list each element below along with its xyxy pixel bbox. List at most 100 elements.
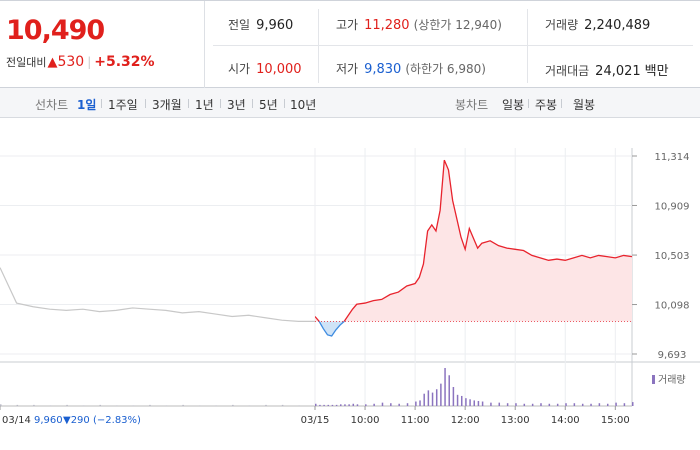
- volume-bar: [398, 403, 400, 406]
- volume-bar: [99, 404, 101, 406]
- high-stat: 고가 11,280 (상한가 12,940): [336, 16, 502, 33]
- volume-bar: [440, 383, 442, 406]
- volume-bar: [415, 401, 417, 406]
- stat-divider: [527, 9, 528, 83]
- volume-bar: [606, 403, 609, 406]
- x-tick-label: 03/15: [301, 415, 330, 426]
- volume-bar: [423, 393, 425, 406]
- current-price: 10,490: [6, 15, 105, 46]
- period-1y[interactable]: 1년: [195, 98, 214, 112]
- high-value: 11,280: [364, 18, 410, 33]
- amount-label: 거래대금: [545, 64, 590, 78]
- today-line-up: [315, 159, 633, 322]
- candle-daily[interactable]: 일봉: [502, 98, 525, 112]
- y-tick-label: 11,314: [655, 152, 690, 163]
- volume-bar: [460, 395, 463, 406]
- footer-close: 9,960: [34, 415, 63, 426]
- x-tick-label: 03/14: [2, 415, 31, 426]
- x-tick-label: 15:00: [601, 415, 630, 426]
- volume-bar: [481, 401, 484, 406]
- x-axis: 03/14 03/15 10:00 11:00 12:00 13:00 14:00 15:00: [0, 406, 630, 426]
- period-divider: [145, 99, 146, 108]
- volume-bar: [615, 402, 617, 406]
- volume-legend-label: 거래량: [658, 374, 686, 386]
- y-tick-label: 10,909: [655, 201, 690, 212]
- volume-bar: [198, 405, 201, 406]
- volume-bar: [33, 404, 35, 406]
- volume-bar: [281, 404, 284, 406]
- volume-bar: [565, 403, 567, 406]
- volume-bar: [473, 400, 475, 406]
- amount-stat: 거래대금 24,021 백만: [545, 60, 669, 79]
- candle-monthly[interactable]: 월봉: [573, 98, 596, 112]
- volume-bar: [523, 403, 526, 406]
- y-tick-label: 9,693: [658, 350, 687, 361]
- volume-bar: [132, 405, 135, 406]
- volume-bar: [623, 403, 626, 406]
- current-price-box: 10,490 전일대비▲530 | +5.32%: [0, 1, 205, 89]
- volume-bar: [315, 403, 317, 406]
- y-tick-label: 10,098: [655, 301, 690, 312]
- period-divider: [220, 99, 221, 108]
- volume-bar: [498, 402, 501, 406]
- up-arrow-icon: ▲: [47, 55, 58, 70]
- x-tick-label: 10:00: [351, 415, 380, 426]
- volume-bar: [16, 404, 19, 406]
- volume-bar: [165, 405, 168, 406]
- volume-bar: [590, 403, 592, 406]
- footer-percent: (−2.83%): [93, 415, 141, 426]
- price-summary: 10,490 전일대비▲530 | +5.32% 전일 9,960 고가 11,280(…: [0, 0, 700, 89]
- volume-stat: 거래량 2,240,489: [545, 16, 650, 33]
- volume-bar: [149, 404, 151, 406]
- candle-weekly[interactable]: 주봉: [535, 98, 558, 112]
- volume-bar: [581, 403, 584, 406]
- y-tick-label: 10,503: [655, 251, 690, 262]
- up-area: [315, 160, 632, 322]
- volume-bar: [248, 405, 251, 406]
- volume-bar: [319, 404, 321, 406]
- volume-bar: [0, 404, 2, 406]
- volume-bar: [265, 404, 267, 406]
- period-divider: [101, 99, 102, 108]
- change-row: 전일대비▲530 | +5.32%: [6, 54, 155, 70]
- volume-bar: [435, 389, 438, 406]
- volume-bar: [515, 403, 517, 406]
- volume-bar: [232, 404, 234, 406]
- low-value: 9,830: [364, 62, 402, 77]
- volume-bar: [390, 403, 392, 406]
- y-axis: 11,314 10,909 10,503 10,098 9,693: [632, 152, 690, 361]
- volume-bar: [340, 404, 342, 406]
- open-label: 시가: [228, 62, 251, 76]
- period-divider: [252, 99, 253, 108]
- volume-bar: [331, 404, 334, 406]
- volume-bar: [490, 402, 492, 406]
- volume-bar: [335, 404, 338, 406]
- volume-bar: [456, 394, 459, 406]
- volume-bar: [323, 404, 325, 406]
- prev-close-value: 9,960: [256, 18, 294, 33]
- volume-bar: [452, 387, 455, 406]
- row-divider: [213, 45, 693, 46]
- volume-bars: 거래량: [0, 368, 686, 406]
- volume-bar: [381, 402, 384, 406]
- period-3m[interactable]: 3개월: [152, 98, 182, 112]
- period-5y[interactable]: 5년: [259, 98, 278, 112]
- volume-bar: [556, 403, 559, 406]
- volume-bar: [444, 368, 446, 406]
- volume-bar: [327, 404, 330, 406]
- volume-bar: [365, 404, 367, 406]
- volume-bar: [431, 392, 434, 406]
- volume-bar: [632, 402, 634, 406]
- period-1d[interactable]: 1일: [77, 98, 97, 112]
- low-stat: 저가 9,830 (하한가 6,980): [336, 60, 486, 77]
- period-3y[interactable]: 3년: [227, 98, 246, 112]
- volume-bar: [465, 398, 467, 406]
- volume-legend-swatch: [652, 375, 655, 384]
- period-10y[interactable]: 10년: [290, 98, 317, 112]
- low-label: 저가: [336, 62, 359, 76]
- prev-day-line: [0, 267, 315, 322]
- change-percent: +5.32%: [94, 54, 155, 70]
- period-1w[interactable]: 1주일: [108, 98, 138, 112]
- intraday-price-chart[interactable]: 11,314 10,909 10,503 10,098 9,693 거래량 03/14 0…: [0, 118, 700, 450]
- volume-bar: [116, 405, 118, 406]
